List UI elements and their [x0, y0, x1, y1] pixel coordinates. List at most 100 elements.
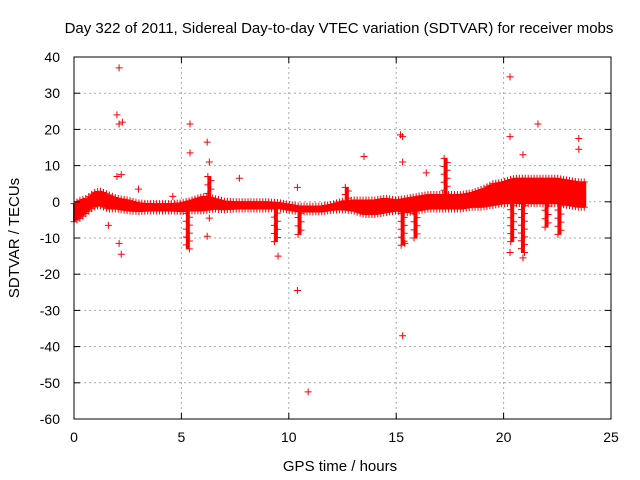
y-tick-label: 10	[44, 158, 60, 174]
streak-point	[400, 229, 408, 237]
streak-point	[517, 198, 525, 206]
streak-point	[185, 237, 193, 245]
streak-point	[182, 225, 190, 233]
x-tick-label: 0	[70, 429, 78, 445]
streak-point	[507, 222, 515, 230]
outlier-point	[186, 120, 194, 128]
streak-point	[517, 237, 525, 245]
streak-point	[182, 209, 190, 217]
outlier-point	[399, 133, 407, 141]
streak-point	[344, 187, 352, 195]
outlier-point	[203, 138, 211, 146]
outlier-point	[115, 239, 123, 247]
streak-point	[520, 202, 528, 210]
streak-point	[204, 181, 212, 189]
x-tick-label: 5	[178, 429, 186, 445]
tick-labels: 0 5 10 15 20 25 40 30 20 10 0 -10 -20 -30 -40 -50 -60	[40, 49, 619, 445]
streak-point	[541, 198, 549, 206]
streak-point	[554, 214, 562, 222]
outlier-point	[169, 192, 177, 200]
streak-point	[270, 229, 278, 237]
streak-point	[410, 226, 418, 234]
y-tick-label: -30	[40, 302, 60, 318]
streak-point	[544, 210, 552, 218]
streak-point	[443, 166, 451, 174]
streak-point	[182, 217, 190, 225]
streak-point	[510, 202, 518, 210]
streak-point	[557, 210, 565, 218]
outlier-point	[304, 388, 312, 396]
streak-point	[397, 217, 405, 225]
outlier-point	[203, 232, 211, 240]
streak-point	[510, 226, 518, 234]
outlier-point	[113, 172, 121, 180]
axis-ticks	[73, 56, 612, 420]
streak-point	[510, 234, 518, 242]
streak-point	[507, 206, 515, 214]
streak-point	[182, 233, 190, 241]
streak-point	[507, 198, 515, 206]
y-tick-label: 20	[44, 121, 60, 137]
streak-point	[520, 209, 528, 217]
streak-point	[510, 218, 518, 226]
streak-point	[517, 245, 525, 253]
streak-point	[400, 221, 408, 229]
outlier-point	[205, 158, 213, 166]
streak-point	[182, 241, 190, 249]
streak-point	[273, 225, 281, 233]
y-tick-label: -20	[40, 266, 60, 282]
outlier-point	[115, 64, 123, 72]
outlier-point	[117, 250, 125, 258]
streak-point	[440, 194, 448, 202]
streak-point	[297, 226, 305, 234]
streak-point	[413, 230, 421, 238]
outlier-point	[235, 174, 243, 182]
chart-title: Day 322 of 2011, Sidereal Day-to-day VTE…	[65, 20, 614, 37]
streak-point	[544, 219, 552, 227]
streak-point	[440, 170, 448, 178]
outlier-point	[360, 153, 368, 161]
streak-point	[440, 178, 448, 186]
outlier-point	[205, 214, 213, 222]
streak-point	[507, 230, 515, 238]
outlier-point	[401, 239, 409, 247]
streak-point	[443, 174, 451, 182]
outlier-point	[293, 183, 301, 191]
streak-point	[204, 189, 212, 197]
streak-point	[185, 205, 193, 213]
x-tick-label: 25	[603, 429, 619, 445]
outlier-point	[422, 169, 430, 177]
streak-point	[270, 213, 278, 221]
streak-point	[397, 209, 405, 217]
grid-lines	[74, 57, 611, 419]
outlier-point	[506, 73, 514, 81]
y-tick-label: 30	[44, 85, 60, 101]
outlier-point	[117, 171, 125, 179]
streak-point	[185, 245, 193, 253]
streak-point	[400, 213, 408, 221]
y-tick-label: -60	[40, 411, 60, 427]
outlier-point	[575, 145, 583, 153]
streak-point	[185, 229, 193, 237]
streak-point	[440, 154, 448, 162]
data-points	[70, 64, 588, 396]
streak-point	[397, 233, 405, 241]
x-tick-label: 20	[496, 429, 512, 445]
streak-point	[541, 206, 549, 214]
streak-point	[294, 230, 302, 238]
streak-point	[443, 190, 451, 198]
outlier-point	[506, 248, 514, 256]
streak-point	[341, 191, 349, 199]
streak-point	[510, 210, 518, 218]
outlier-point	[399, 332, 407, 340]
streak-point	[294, 222, 302, 230]
streak-point	[554, 206, 562, 214]
outlier-point	[134, 185, 142, 193]
streak-point	[554, 230, 562, 238]
streak-point	[400, 205, 408, 213]
streak-point	[204, 198, 212, 206]
streak-point	[397, 225, 405, 233]
outlier-point	[506, 133, 514, 141]
outlier-point	[399, 158, 407, 166]
